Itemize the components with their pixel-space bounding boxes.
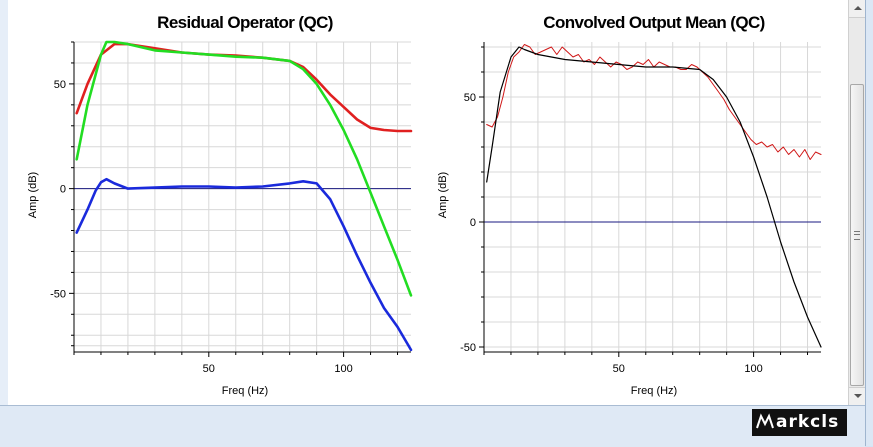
- x-axis-label: Freq (Hz): [631, 385, 677, 397]
- residual-operator-chart: Residual Operator (QC) 50 100 50 0 -50 Freq …: [27, 13, 413, 397]
- chart-title: Residual Operator (QC): [157, 13, 333, 32]
- grid-lines: [74, 41, 411, 352]
- chart-panel: Residual Operator (QC) 50 100 50 0 -50 Freq …: [8, 0, 848, 405]
- y-axis-label: Amp (dB): [27, 172, 39, 218]
- x-axis-label: Freq (Hz): [222, 385, 268, 397]
- convolved-output-chart: Convolved Output Mean (QC) 50 100 50 0 -50 F…: [437, 13, 822, 397]
- scrollbar-thumb[interactable]: [850, 84, 864, 386]
- y-tick-label: -50: [460, 342, 476, 354]
- plot-area: [74, 42, 411, 352]
- series-line: [486, 46, 822, 348]
- vertical-scrollbar[interactable]: [848, 0, 866, 405]
- series-group: [75, 40, 413, 352]
- status-bar: [0, 405, 865, 447]
- y-tick-label: 0: [60, 184, 66, 196]
- x-tick-label: 50: [613, 363, 625, 375]
- y-axis-label: Amp (dB): [437, 172, 449, 218]
- grid-lines: [484, 42, 821, 352]
- series-line: [75, 40, 413, 297]
- y-tick-label: 50: [464, 92, 476, 104]
- scroll-down-arrow-icon[interactable]: [849, 387, 866, 405]
- y-tick-label: -50: [50, 288, 66, 300]
- window-right-border: [865, 0, 873, 446]
- y-tick-label: 50: [54, 79, 66, 91]
- series-line: [75, 177, 413, 352]
- scroll-up-arrow-icon[interactable]: [849, 0, 866, 18]
- x-tick-label: 50: [203, 363, 215, 375]
- tick-labels: 50 100 50 0 -50: [50, 79, 353, 375]
- logo-mark-icon: [756, 413, 774, 429]
- chart-title: Convolved Output Mean (QC): [543, 13, 764, 32]
- y-tick-label: 0: [470, 217, 476, 229]
- axes: [69, 41, 411, 357]
- x-tick-label: 100: [744, 363, 762, 375]
- x-tick-label: 100: [334, 363, 352, 375]
- brand-logo: arkcls: [752, 409, 847, 436]
- logo-text: arkcls: [776, 412, 840, 432]
- series-group: [486, 44, 822, 348]
- charts-svg: Residual Operator (QC) 50 100 50 0 -50 Freq …: [27, 13, 822, 397]
- axes: [479, 42, 821, 357]
- tick-labels: 50 100 50 0 -50: [460, 92, 763, 375]
- grip-icon: [854, 231, 860, 240]
